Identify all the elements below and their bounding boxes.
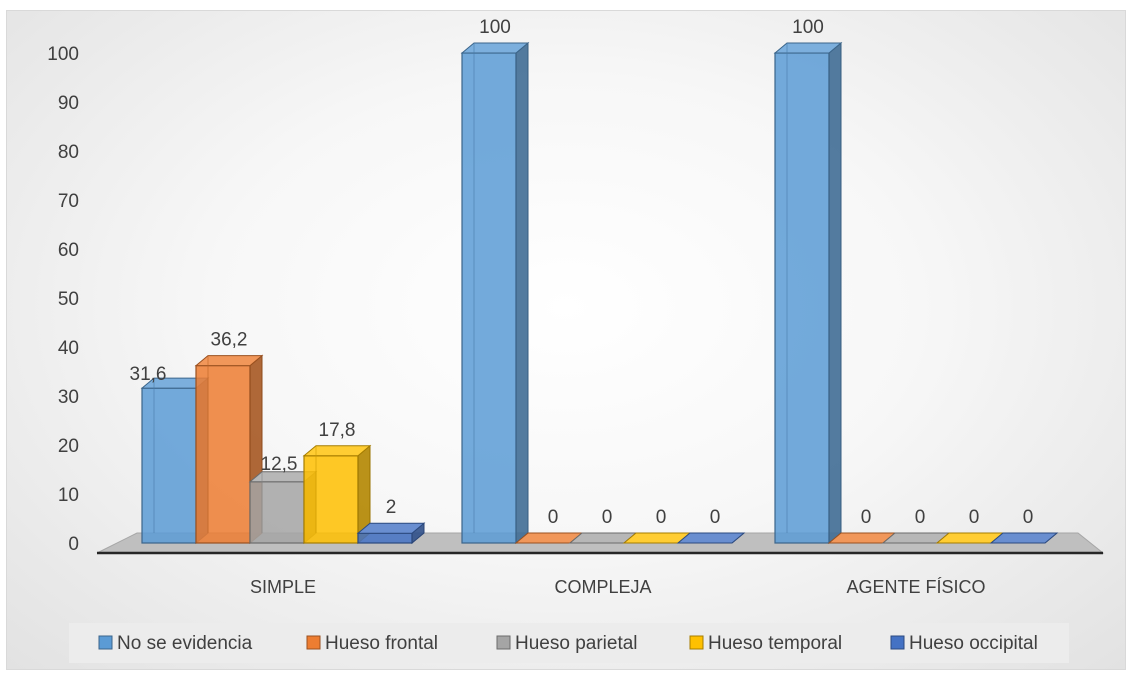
- bar: [460, 41, 530, 545]
- data-label: 100: [792, 17, 824, 38]
- legend-entry: Hueso temporal: [689, 633, 842, 654]
- data-label: 36,2: [211, 330, 248, 351]
- data-label: 0: [710, 507, 721, 528]
- bar: [773, 41, 843, 545]
- legend-swatch: [496, 635, 511, 650]
- bar: [356, 522, 426, 545]
- bar: [676, 532, 746, 544]
- bar: [140, 377, 210, 545]
- y-tick-label: 80: [58, 142, 79, 163]
- chart-frame: 0 10 20 30 40 50 60 70 80 90 100 SIMPLE COMPLEJA AGEN…: [6, 10, 1126, 670]
- y-tick-label: 100: [47, 44, 79, 65]
- y-tick-label: 40: [58, 338, 79, 359]
- bar: [989, 532, 1059, 544]
- category-label: AGENTE FÍSICO: [846, 577, 985, 597]
- y-tick-label: 90: [58, 93, 79, 114]
- data-label: 0: [602, 507, 613, 528]
- category-label: SIMPLE: [250, 577, 316, 597]
- data-label: 0: [656, 507, 667, 528]
- y-tick-label: 0: [68, 534, 79, 555]
- legend-entry: Hueso frontal: [306, 633, 438, 654]
- data-label: 0: [548, 507, 559, 528]
- data-label: 2: [386, 497, 397, 518]
- data-label: 0: [1023, 507, 1034, 528]
- data-label: 31,6: [130, 364, 167, 385]
- y-tick-label: 30: [58, 387, 79, 408]
- y-tick-label: 60: [58, 240, 79, 261]
- legend-swatch: [689, 635, 704, 650]
- y-tick-label: 20: [58, 436, 79, 457]
- bar: [302, 444, 372, 545]
- data-label: 0: [861, 507, 872, 528]
- legend-label: Hueso frontal: [325, 633, 438, 654]
- data-label: 12,5: [261, 454, 298, 475]
- data-label: 0: [915, 507, 926, 528]
- y-tick-label: 70: [58, 191, 79, 212]
- legend-swatch: [890, 635, 905, 650]
- legend-entry: No se evidencia: [98, 633, 253, 654]
- legend-label: Hueso temporal: [708, 633, 842, 654]
- legend-swatch: [98, 635, 113, 650]
- legend-label: Hueso occipital: [909, 633, 1038, 654]
- category-label: COMPLEJA: [554, 577, 651, 597]
- legend-label: Hueso parietal: [515, 633, 638, 654]
- data-label: 100: [479, 17, 511, 38]
- y-tick-label: 50: [58, 289, 79, 310]
- legend-label: No se evidencia: [117, 633, 253, 654]
- data-label: 17,8: [319, 420, 356, 441]
- y-tick-label: 10: [58, 485, 79, 506]
- legend-entry: Hueso occipital: [890, 633, 1038, 654]
- legend-entry: Hueso parietal: [496, 633, 638, 654]
- data-label: 0: [969, 507, 980, 528]
- legend-swatch: [306, 635, 321, 650]
